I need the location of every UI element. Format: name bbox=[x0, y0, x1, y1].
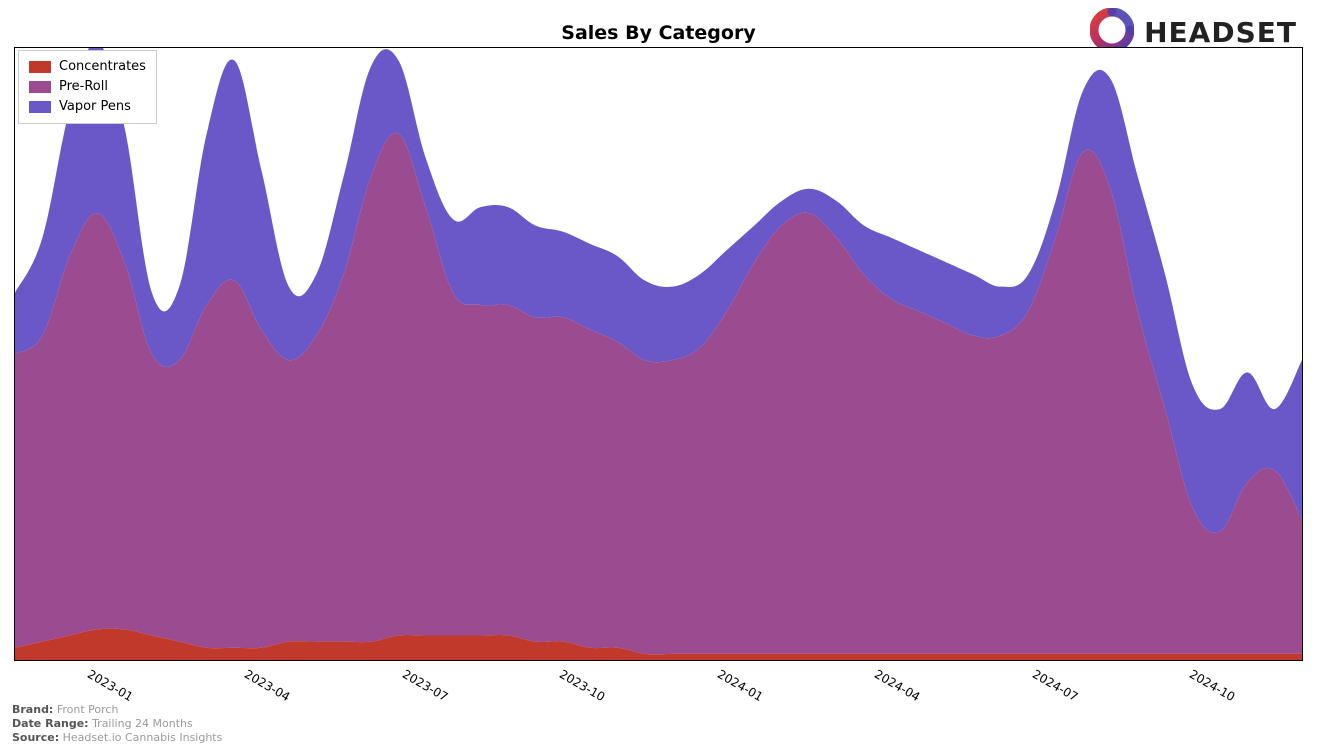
x-tick-label: 2023-07 bbox=[400, 667, 450, 704]
legend-label: Concentrates bbox=[59, 57, 146, 77]
chart-container: Sales By Category HEADSET ConcentratesPr… bbox=[0, 0, 1317, 748]
footer-brand-label: Brand: bbox=[12, 703, 53, 716]
x-tick-label: 2023-01 bbox=[85, 667, 135, 704]
legend-label: Pre-Roll bbox=[59, 77, 108, 97]
x-tick-label: 2024-04 bbox=[872, 667, 922, 704]
legend: ConcentratesPre-RollVapor Pens bbox=[18, 50, 157, 124]
plot-area bbox=[14, 47, 1303, 661]
legend-item: Vapor Pens bbox=[29, 97, 146, 117]
footer-source-label: Source: bbox=[12, 731, 59, 744]
brand-logo-text: HEADSET bbox=[1144, 16, 1297, 49]
footer-brand-row: Brand: Front Porch bbox=[12, 703, 222, 717]
legend-swatch bbox=[29, 81, 51, 93]
chart-footer: Brand: Front Porch Date Range: Trailing … bbox=[12, 703, 222, 745]
x-tick-label: 2023-04 bbox=[242, 667, 292, 704]
footer-source-row: Source: Headset.io Cannabis Insights bbox=[12, 731, 222, 745]
legend-swatch bbox=[29, 61, 51, 73]
legend-label: Vapor Pens bbox=[59, 97, 131, 117]
x-tick-label: 2024-01 bbox=[715, 667, 765, 704]
x-tick-label: 2024-10 bbox=[1187, 667, 1237, 704]
footer-brand-value: Front Porch bbox=[57, 703, 119, 716]
footer-source-value: Headset.io Cannabis Insights bbox=[63, 731, 223, 744]
stacked-area-chart bbox=[15, 48, 1302, 660]
x-tick-label: 2023-10 bbox=[557, 667, 607, 704]
legend-item: Concentrates bbox=[29, 57, 146, 77]
footer-range-row: Date Range: Trailing 24 Months bbox=[12, 717, 222, 731]
legend-item: Pre-Roll bbox=[29, 77, 146, 97]
legend-swatch bbox=[29, 101, 51, 113]
footer-range-label: Date Range: bbox=[12, 717, 89, 730]
x-tick-label: 2024-07 bbox=[1030, 667, 1080, 704]
footer-range-value: Trailing 24 Months bbox=[92, 717, 193, 730]
